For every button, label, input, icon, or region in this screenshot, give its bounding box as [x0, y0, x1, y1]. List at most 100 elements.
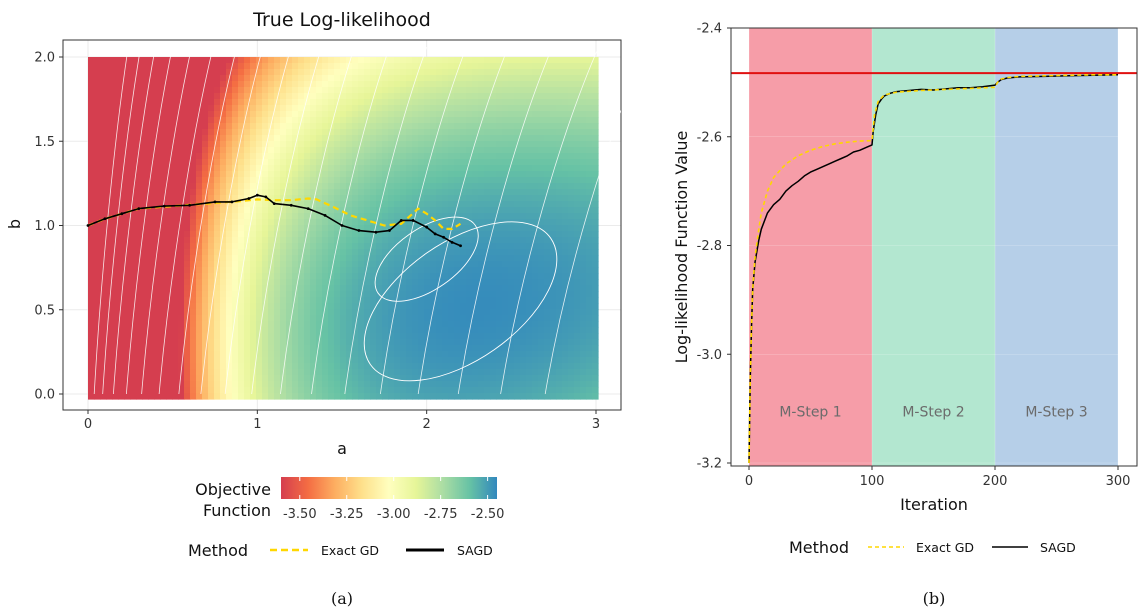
- panel-b-legend-title: Method: [789, 538, 849, 557]
- panel-a-sagd-point: [459, 244, 462, 248]
- panel-b-legend: Method Exact GD SAGD: [789, 538, 1076, 557]
- panel-a-sagd-point: [450, 240, 454, 244]
- panel-a-contour-line: [141, 46, 193, 395]
- panel-a-contour-line: [224, 46, 292, 395]
- panel-a-sagd-point: [255, 193, 259, 197]
- panel-a-legend-label-exact-gd: Exact GD: [321, 543, 379, 558]
- panel-a-sagd-point: [388, 229, 391, 232]
- panel-b-x-tick-label: 0: [745, 474, 753, 489]
- panel-a-x-tick-label: 0: [84, 417, 92, 432]
- panel-a-sagd-point: [399, 219, 403, 222]
- panel-a-x-axis-label: a: [337, 439, 347, 458]
- panel-a-sagd-point: [357, 229, 361, 232]
- panel-b-caption: (b): [923, 589, 946, 608]
- panel-b-y-tick-label: -3.2: [697, 457, 722, 472]
- panel-b-y-tick-label: -2.4: [697, 22, 722, 37]
- panel-a-contour-line: [457, 46, 553, 395]
- panel-a-series-exact-gd: [87, 197, 462, 230]
- panel-a-heatmap: [88, 57, 599, 400]
- panel-a-y-tick-label: 0.0: [34, 388, 55, 403]
- panel-a-contour-line: [251, 46, 323, 395]
- panel-b-x-tick-label: 300: [1106, 474, 1131, 489]
- panel-b-region-m-step-1: [749, 28, 872, 466]
- colorbar-tick-label: -3.25: [330, 507, 364, 522]
- panel-a-contour-line: [113, 46, 156, 395]
- panel-a-sagd-point: [425, 225, 429, 229]
- panel-a-title: True Log-likelihood: [252, 9, 431, 31]
- colorbar-ticks: -3.50 -3.25 -3.00 -2.75 -2.50: [283, 477, 504, 522]
- colorbar-tick-label: -2.75: [424, 507, 458, 522]
- panel-a-contour-line: [125, 46, 173, 395]
- panel-a-contour-line: [93, 46, 129, 395]
- panel-a-contour-line: [200, 46, 264, 395]
- panel-a-legend-label-sagd: SAGD: [457, 543, 493, 558]
- panel-b-series: [748, 74, 1119, 464]
- panel-b-plot-frame: [730, 27, 1138, 467]
- colorbar-tick-label: -3.50: [283, 507, 317, 522]
- panel-b-legend-label-sagd: SAGD: [1040, 540, 1076, 555]
- panel-a-sagd-point: [289, 203, 293, 207]
- panel-a-x-tick-label: 1: [253, 417, 261, 432]
- panel-b-y-tick-label: -2.6: [697, 130, 722, 145]
- panel-b-y-tick-label: -3.0: [697, 348, 722, 363]
- panel-a-colorbar: Objective Function -3.50 -3.25 -3.00 -2.75-…: [195, 477, 504, 522]
- panel-b-y-ticks: -3.2 -3.0 -2.8 -2.6 -2.4: [697, 22, 731, 472]
- colorbar-gradient: [281, 477, 497, 499]
- panel-b-y-axis-label: Log-likelihood Function Value: [672, 131, 691, 364]
- panel-a-legend-title: Method: [188, 541, 248, 560]
- panel-a-contour-line: [500, 46, 599, 395]
- panel-a-sagd-point: [86, 224, 90, 227]
- panel-a-y-ticks: 0.0 0.5 1.0 1.5 2.0: [34, 51, 63, 403]
- panel-a-sagd-point: [188, 203, 192, 207]
- panel-a-series-sagd: [87, 194, 461, 247]
- panel-a-sagd-point: [323, 213, 327, 217]
- panel-b-region-label: M-Step 2: [902, 404, 964, 420]
- panel-b-region-m-step-2: [872, 28, 995, 466]
- panel-a-sagd-point: [374, 230, 378, 234]
- panel-a-y-tick-label: 0.5: [34, 303, 55, 318]
- panel-a-contour-ellipse: [374, 216, 479, 302]
- panel-a-sagd-point: [411, 219, 415, 222]
- panel-b-region-label: M-Step 1: [779, 404, 841, 420]
- colorbar-tick-label: -2.50: [471, 507, 505, 522]
- panel-b-region-m-step-3: [995, 28, 1118, 466]
- panel-b-legend-label-exact-gd: Exact GD: [916, 540, 974, 555]
- panel-a-contour-line: [544, 110, 621, 395]
- panel-a-sagd-point: [120, 212, 124, 216]
- panel-a-sagd-point: [213, 200, 217, 204]
- panel-a: True Log-likelihood 0 1 2 3 0.0 0.5 1.0 1.5 2.0…: [5, 9, 622, 608]
- colorbar-tick-label: -3.00: [377, 507, 411, 522]
- panel-b-x-tick-label: 100: [860, 474, 885, 489]
- panel-a-caption: (a): [331, 589, 353, 608]
- panel-b-series-exact-gd: [748, 74, 1118, 464]
- panel-a-contour-line: [178, 46, 238, 395]
- panel-a-contour-line: [102, 46, 142, 395]
- panel-a-sagd-point: [442, 235, 445, 239]
- panel-b-x-tick-label: 200: [983, 474, 1008, 489]
- panel-a-y-axis-label: b: [5, 219, 24, 229]
- panel-a-sagd-point: [230, 200, 234, 204]
- panel-a-series: [86, 193, 462, 248]
- panel-a-sagd-point: [247, 197, 251, 200]
- panel-b-regions: [749, 28, 1118, 466]
- panel-a-legend: Method Exact GD SAGD: [188, 541, 493, 560]
- panel-a-sagd-point: [162, 204, 166, 208]
- panel-a-contour-line: [344, 46, 428, 395]
- panel-a-sagd-point: [137, 207, 141, 211]
- panel-a-contour-line: [417, 46, 509, 395]
- panel-a-y-tick-label: 2.0: [34, 51, 55, 66]
- panel-a-sagd-point: [264, 195, 268, 199]
- panel-a-contour-ellipse: [363, 221, 558, 382]
- panel-a-x-tick-label: 2: [423, 417, 431, 432]
- panel-a-y-tick-label: 1.5: [34, 135, 55, 150]
- colorbar-title-line-1: Objective: [195, 480, 271, 499]
- panel-b-y-tick-label: -2.8: [697, 239, 722, 254]
- panel-a-x-ticks: 0 1 2 3: [84, 410, 600, 432]
- panel-a-sagd-point: [306, 207, 310, 211]
- panel-b-region-labels: M-Step 1 M-Step 2 M-Step 3: [779, 404, 1087, 420]
- panel-b: M-Step 1 M-Step 2 M-Step 3 0 100 200 300 -3.2…: [672, 22, 1138, 608]
- panel-b-x-ticks: 0 100 200 300: [745, 466, 1131, 489]
- panel-a-y-tick-label: 1.0: [34, 219, 55, 234]
- colorbar-title-line-2: Function: [203, 501, 271, 520]
